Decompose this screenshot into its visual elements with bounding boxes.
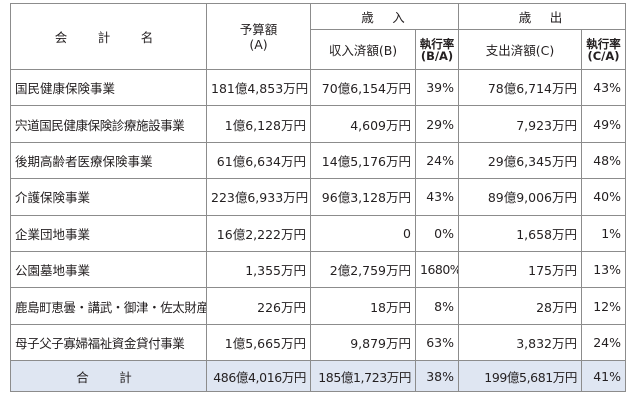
budget-amount: 223億6,933万円 [206,178,311,216]
total-budget: 486億4,016万円 [206,360,311,393]
revenue-received: 96億3,128万円 [310,178,416,216]
account-name: 母子父子寡婦福祉資金貸付事業 [10,323,207,362]
expenditure-rate: 48% [581,141,627,180]
header-expenditure-group: 歳 出 [458,3,627,30]
table-header: 会 計 名 予算額 (A) 歳 入 歳 出 収入済額(B) 執行率 (B/A) … [10,3,627,70]
expenditure-paid: 7,923万円 [458,105,583,143]
expenditure-rate: 43% [581,68,627,107]
expenditure-paid: 1,658万円 [458,214,583,252]
header-row-columns: 収入済額(B) 執行率 (B/A) 支出済額(C) 執行率 (C/A) [11,29,627,70]
revenue-received: 70億6,154万円 [310,68,416,107]
revenue-rate: 43% [414,178,460,216]
total-label: 合 計 [10,360,207,393]
expenditure-paid: 28万円 [458,287,583,325]
header-budget-label: 予算額 [239,21,278,37]
revenue-rate: 0% [414,214,460,252]
expenditure-rate: 24% [581,323,627,362]
table-row: 母子父子寡婦福祉資金貸付事業 1億5,665万円 9,879万円 63% 3,8… [10,323,627,362]
budget-amount: 181億4,853万円 [206,68,311,107]
table-row: 宍道国民健康保険診療施設事業 1億6,128万円 4,609万円 29% 7,9… [10,105,627,143]
revenue-received: 18万円 [310,287,416,325]
expenditure-rate: 13% [581,250,627,289]
budget-amount: 61億6,634万円 [206,141,311,180]
header-expenditure-rate: 執行率 (C/A) [581,29,627,70]
expenditure-paid: 175万円 [458,250,583,289]
total-row: 合 計 486億4,016万円 185億1,723万円 38% 199億5,68… [10,360,627,393]
revenue-received: 14億5,176万円 [310,141,416,180]
expenditure-paid: 78億6,714万円 [458,68,583,107]
header-account-name: 会 計 名 [10,3,207,70]
account-name: 国民健康保険事業 [10,68,207,107]
total-expenditure: 199億5,681万円 [458,360,583,393]
header-row-groups: 会 計 名 予算額 (A) 歳 入 歳 出 [10,3,627,70]
revenue-rate: 29% [414,105,460,143]
revenue-received: 0 [310,214,416,252]
expenditure-paid: 3,832万円 [458,323,583,362]
table-body: 国民健康保険事業 181億4,853万円 70億6,154万円 39% 78億6… [10,68,627,393]
table-row: 介護保険事業 223億6,933万円 96億3,128万円 43% 89億9,0… [10,178,627,216]
table-row: 鹿島町恵曇・講武・御津・佐太財産区 226万円 18万円 8% 28万円 12% [10,287,627,325]
account-name: 宍道国民健康保険診療施設事業 [10,105,207,143]
budget-amount: 16億2,222万円 [206,214,311,252]
account-name: 介護保険事業 [10,178,207,216]
expenditure-rate: 49% [581,105,627,143]
total-expenditure-rate: 41% [581,360,627,393]
account-name: 後期高齢者医療保険事業 [10,141,207,180]
revenue-rate: 24% [414,141,460,180]
header-budget: 予算額 (A) [206,3,311,70]
table-row: 後期高齢者医療保険事業 61億6,634万円 14億5,176万円 24% 29… [10,141,627,180]
header-revenue-received: 収入済額(B) [310,29,416,70]
header-expenditure-paid: 支出済額(C) [458,29,583,70]
revenue-rate: 63% [414,323,460,362]
header-revenue-group: 歳 入 [309,3,460,30]
total-revenue-rate: 38% [414,360,460,393]
header-expenditure-rate-formula: (C/A) [587,48,620,63]
revenue-received: 2億2,759万円 [310,250,416,289]
budget-amount: 226万円 [206,287,311,325]
table-row: 企業団地事業 16億2,222万円 0 0% 1,658万円 1% [10,214,627,252]
total-revenue: 185億1,723万円 [310,360,416,393]
expenditure-rate: 40% [581,178,627,216]
budget-amount: 1億5,665万円 [206,323,311,362]
revenue-received: 4,609万円 [310,105,416,143]
revenue-received: 9,879万円 [310,323,416,362]
header-expenditure-rate-label: 執行率 [586,36,621,51]
expenditure-rate: 1% [581,214,627,252]
special-account-budget-table: 会 計 名 予算額 (A) 歳 入 歳 出 収入済額(B) 執行率 (B/A) … [10,3,627,393]
expenditure-rate: 12% [581,287,627,325]
account-name: 公園墓地事業 [10,250,207,289]
table-row: 公園墓地事業 1,355万円 2億2,759万円 1680% 175万円 13% [10,250,627,289]
account-name: 鹿島町恵曇・講武・御津・佐太財産区 [10,287,207,325]
revenue-rate: 1680% [414,250,460,289]
expenditure-paid: 29億6,345万円 [458,141,583,180]
expenditure-paid: 89億9,006万円 [458,178,583,216]
header-revenue-rate: 執行率 (B/A) [414,29,460,70]
header-revenue-rate-label: 執行率 [419,36,455,51]
budget-amount: 1,355万円 [206,250,311,289]
account-name: 企業団地事業 [10,214,207,252]
budget-amount: 1億6,128万円 [206,105,311,143]
revenue-rate: 8% [414,287,460,325]
revenue-rate: 39% [414,68,460,107]
header-revenue-rate-formula: (B/A) [420,48,454,63]
header-budget-symbol: (A) [249,36,268,52]
table-row: 国民健康保険事業 181億4,853万円 70億6,154万円 39% 78億6… [10,68,627,107]
